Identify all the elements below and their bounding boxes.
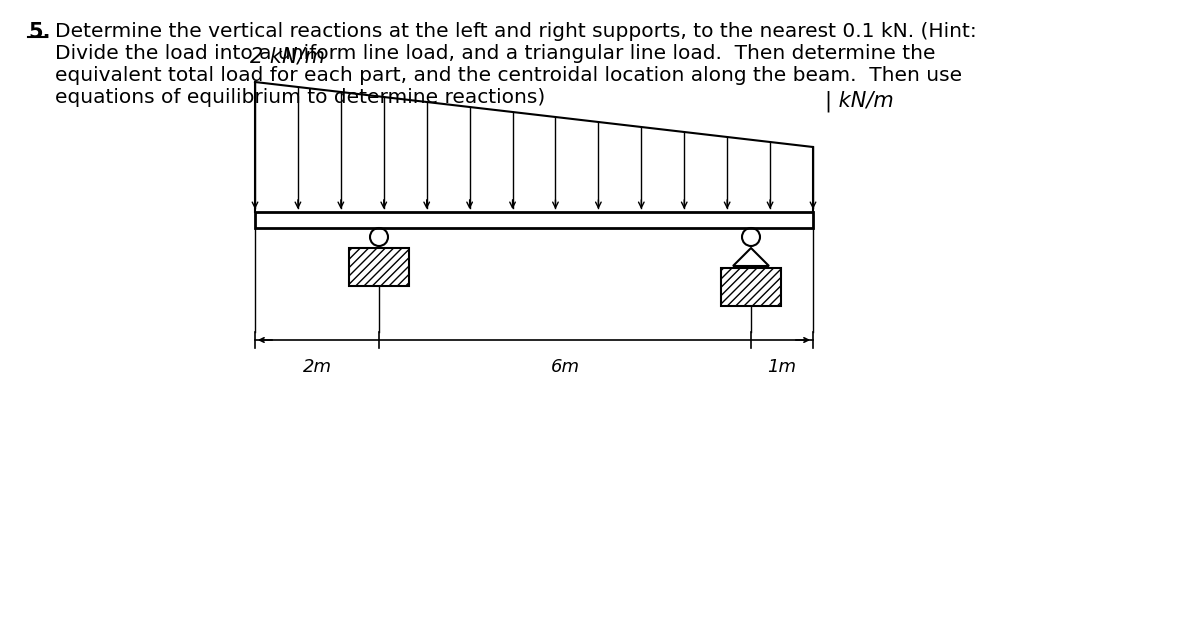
Bar [721,268,781,306]
Text: equations of equilibrium to determine reactions): equations of equilibrium to determine re… [55,88,545,107]
Text: 1m: 1m [768,358,797,376]
Text: equivalent total load for each part, and the centroidal location along the beam.: equivalent total load for each part, and… [55,66,962,85]
Text: 6m: 6m [551,358,580,376]
Text: 2 kN/m: 2 kN/m [250,47,325,67]
Text: Divide the load into a uniform line load, and a triangular line load.  Then dete: Divide the load into a uniform line load… [55,44,936,63]
Bar [349,248,409,286]
Text: | kN/m: | kN/m [826,91,894,112]
Text: 2m: 2m [302,358,331,376]
Text: 5.: 5. [28,22,50,42]
Text: Determine the vertical reactions at the left and right supports, to the nearest : Determine the vertical reactions at the … [55,22,977,41]
Bar [256,212,814,228]
